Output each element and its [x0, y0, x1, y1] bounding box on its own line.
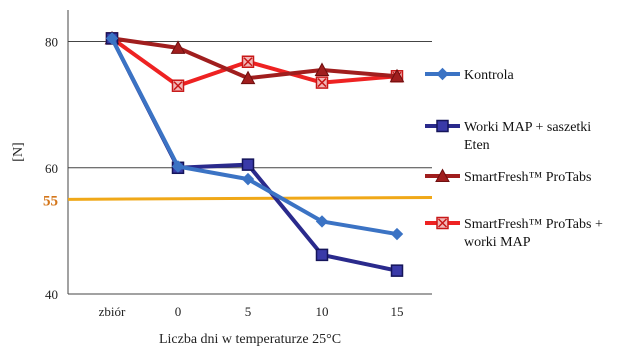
x-axis-title: Liczba dni w temperaturze 25°C — [159, 332, 341, 347]
data-point — [241, 158, 255, 171]
y-tick-labels: 40 60 80 — [45, 35, 58, 302]
data-point — [241, 55, 255, 69]
series-group — [104, 30, 405, 277]
data-point — [315, 215, 329, 228]
x-tick-label: 0 — [175, 304, 182, 319]
data-point — [389, 68, 405, 83]
legend-label-line: worki MAP — [464, 235, 531, 250]
data-point — [390, 227, 404, 241]
data-point — [436, 216, 449, 230]
data-point — [315, 76, 329, 89]
data-point-cross — [317, 78, 327, 88]
legend-label-line: SmartFresh™ ProTabs + — [464, 217, 603, 232]
legend-label-line: Kontrola — [464, 68, 515, 83]
data-point — [314, 62, 330, 76]
reference-line — [67, 195, 433, 201]
y-tick-label: 80 — [45, 35, 58, 50]
legend-label: Kontrola — [464, 68, 515, 83]
y-tick-label: 40 — [45, 287, 58, 302]
legend-label: SmartFresh™ ProTabs + worki MAP — [464, 217, 603, 250]
legend-label: SmartFresh™ ProTabs — [464, 170, 591, 185]
data-point — [170, 40, 186, 54]
series-2 — [104, 30, 405, 85]
data-point — [171, 160, 185, 173]
data-point — [435, 168, 450, 182]
data-point — [315, 248, 329, 262]
data-point — [390, 264, 404, 277]
data-point — [171, 79, 185, 92]
x-tick-label: 5 — [245, 304, 252, 319]
reference-line-group: 55 — [43, 193, 433, 209]
x-tick-label: 10 — [316, 304, 329, 319]
y-tick-label: 60 — [45, 161, 58, 176]
data-point — [436, 119, 449, 133]
y-axis-title: [N] — [11, 142, 26, 161]
legend-label: Worki MAP + saszetki Eten — [464, 120, 591, 153]
legend-entry-0: Kontrola — [425, 67, 515, 83]
legend-label-line: Eten — [464, 138, 490, 153]
reference-line-label: 55 — [43, 193, 58, 209]
series-0 — [105, 32, 404, 241]
x-tick-label: 15 — [391, 304, 404, 319]
legend-label-line: Worki MAP + saszetki — [464, 120, 591, 135]
series-1 — [105, 32, 404, 277]
axes — [67, 10, 432, 295]
data-point-cross — [173, 81, 183, 91]
legend: Kontrola Worki MAP + saszetki Eten SmartFre… — [425, 67, 603, 250]
data-point — [240, 70, 256, 85]
legend-label-line: SmartFresh™ ProTabs — [464, 170, 591, 185]
x-tick-labels: zbiór 0 5 10 15 — [99, 304, 404, 319]
data-point — [105, 32, 119, 45]
legend-entry-2: SmartFresh™ ProTabs — [425, 168, 591, 185]
data-point — [241, 172, 255, 186]
x-tick-label: zbiór — [99, 304, 126, 319]
legend-entry-1: Worki MAP + saszetki Eten — [425, 119, 591, 153]
data-point-cross — [437, 218, 448, 228]
legend-entry-3: SmartFresh™ ProTabs + worki MAP — [425, 216, 603, 250]
series-line — [111, 36, 398, 81]
data-point-cross — [243, 57, 253, 67]
data-point — [436, 67, 449, 81]
